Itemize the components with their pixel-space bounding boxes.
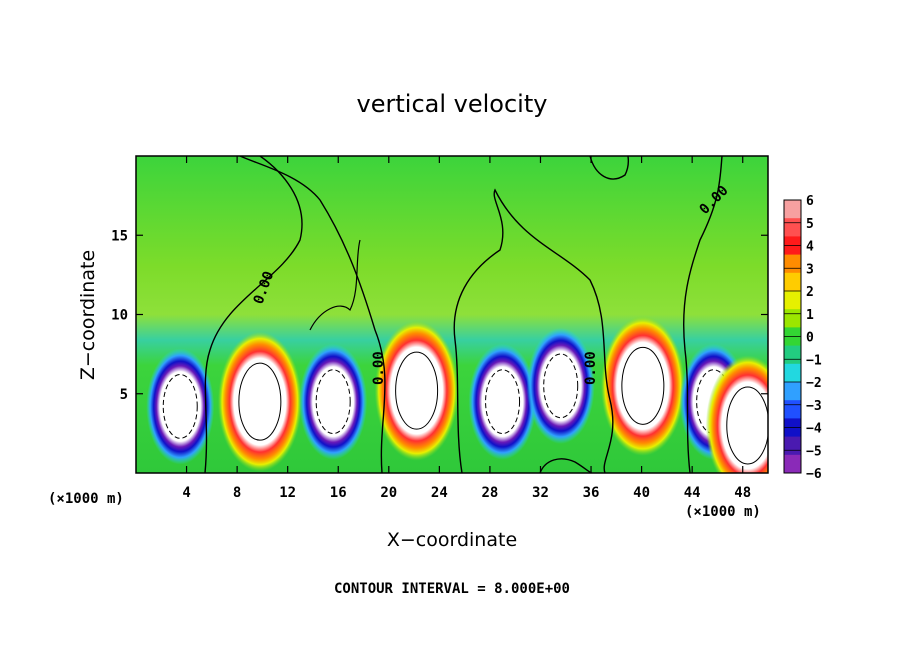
colorbar-label: −4	[806, 422, 822, 437]
x-tick-label: 8	[233, 485, 241, 501]
colorbar-label: 3	[806, 262, 814, 277]
x-unit-label-left: (×1000 m)	[48, 491, 124, 507]
colorbar-label: 1	[806, 308, 814, 323]
colorbar-swatch	[784, 400, 801, 419]
downdraft-cell	[146, 348, 215, 465]
updraft-cell	[600, 315, 685, 456]
x-tick-label: 24	[431, 485, 448, 501]
colorbar-swatch	[784, 454, 801, 474]
x-tick-label: 4	[182, 485, 190, 501]
colorbar-label: 4	[806, 240, 814, 255]
y-tick-label: 15	[111, 228, 128, 244]
colorbar-swatch	[784, 345, 801, 365]
updraft-contour	[621, 346, 665, 425]
colorbar-label: −6	[806, 467, 822, 482]
colorbar-swatch	[784, 291, 801, 310]
y-axis-ticks: 5 10 15	[111, 228, 768, 403]
contour-line	[539, 458, 593, 473]
y-axis-label: Z−coordinate	[77, 250, 99, 380]
x-unit-label-right: (×1000 m)	[685, 504, 761, 520]
contour-value-label: 0.00	[371, 351, 387, 385]
colorbar-label: 5	[806, 217, 814, 232]
contour-line	[309, 239, 361, 331]
downdraft-contour	[315, 369, 351, 435]
colorbar-swatch	[784, 200, 801, 219]
colorbar-swatch	[784, 382, 801, 401]
zero-contours	[204, 156, 723, 473]
x-tick-label: 48	[734, 485, 751, 501]
colorbar-label: 0	[806, 331, 814, 346]
updraft-contour	[726, 386, 768, 465]
chart-title: vertical velocity	[357, 90, 548, 118]
colorbar-label: 2	[806, 285, 814, 300]
contour-line	[239, 156, 386, 473]
x-tick-label: 36	[583, 485, 600, 501]
colorbar-swatch	[784, 309, 801, 328]
colorbar-label: −3	[806, 399, 822, 414]
x-tick-label: 28	[481, 485, 498, 501]
x-tick-label: 40	[633, 485, 650, 501]
downdraft-contour	[543, 353, 579, 419]
updraft-cell	[705, 355, 768, 473]
downdraft-cell	[299, 343, 368, 460]
colorbar: 6 5 4 3 2 1 0 −1 −2 −3 −4 −5 −6	[783, 194, 822, 482]
colorbar-label: −1	[806, 353, 822, 368]
updraft-cell	[374, 320, 459, 461]
downdraft-cell	[526, 327, 595, 444]
x-tick-label: 20	[380, 485, 397, 501]
x-tick-label: 32	[532, 485, 549, 501]
downdraft-contour	[162, 374, 198, 439]
x-tick-label: 12	[279, 485, 296, 501]
colorbar-swatch	[784, 436, 801, 456]
updraft-cell	[217, 331, 302, 472]
updraft-contour	[395, 351, 439, 430]
x-axis-label: X−coordinate	[387, 529, 517, 551]
colorbar-swatch	[784, 254, 801, 274]
x-tick-label: 44	[684, 485, 701, 501]
colorbar-label: −5	[806, 444, 822, 459]
contour-line	[589, 156, 630, 180]
colorbar-label: 6	[806, 194, 814, 209]
downdraft-contour	[485, 369, 521, 435]
downdraft-cell	[468, 343, 537, 460]
y-tick-label: 5	[120, 387, 128, 403]
contour-line	[204, 156, 303, 473]
contour-line	[682, 156, 723, 473]
y-tick-label: 10	[111, 308, 128, 324]
x-tick-label: 16	[330, 485, 347, 501]
contour-interval-note: CONTOUR INTERVAL = 8.000E+00	[334, 581, 570, 597]
x-axis-ticks: 4 8 12 16 20 24 28 32 36 40 44 48	[182, 156, 751, 501]
plot-area: 0.00 0.00 0.00 0.00	[135, 155, 769, 474]
contour-value-label: 0.00	[583, 351, 599, 385]
colorbar-swatch	[784, 363, 801, 383]
colorbar-label: −2	[806, 376, 822, 391]
colorbar-swatch	[784, 218, 801, 237]
colorbar-swatch	[784, 272, 801, 292]
contour-line	[453, 188, 614, 473]
updraft-contour	[238, 362, 282, 441]
